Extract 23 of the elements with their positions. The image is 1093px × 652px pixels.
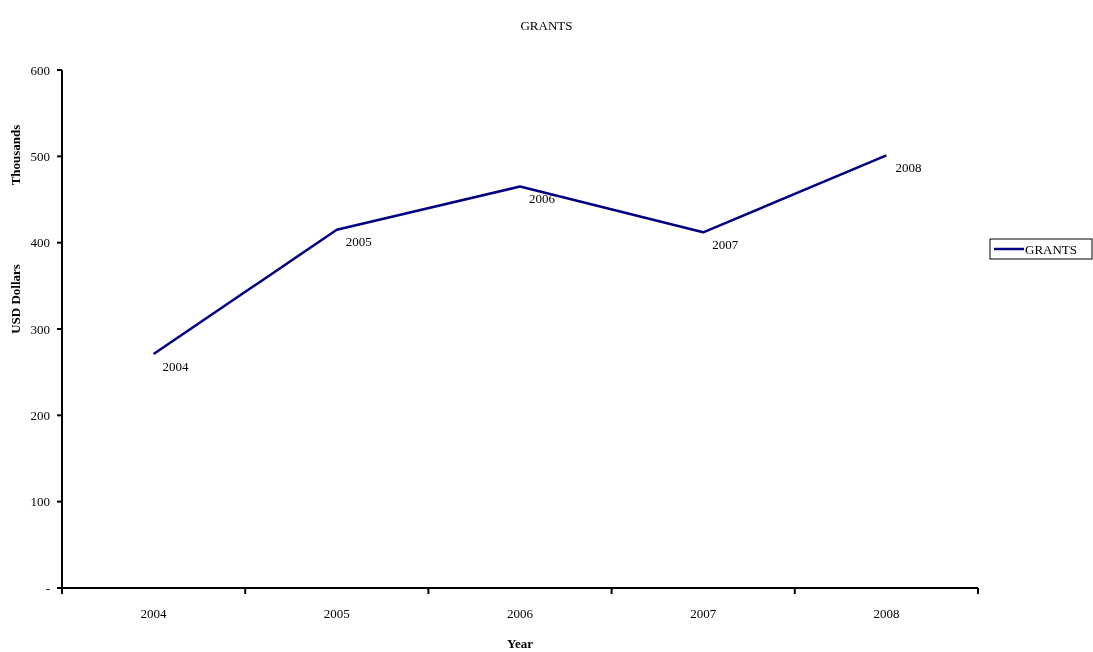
y-tick-label: 200 xyxy=(30,407,50,423)
x-tick-label: 2007 xyxy=(690,606,717,621)
annotation: 2005 xyxy=(345,234,372,250)
y-tick-label: 100 xyxy=(30,494,50,510)
annotation: 2006 xyxy=(529,191,556,207)
x-tick-label: 2005 xyxy=(323,606,350,621)
x-tick-label: 2004 xyxy=(140,606,168,621)
line-series xyxy=(152,154,888,356)
legend-label: GRANTS xyxy=(1025,241,1078,257)
y-tick-label: 600 xyxy=(30,62,50,78)
y-tick-label: 300 xyxy=(30,321,50,337)
y-tick-label: - xyxy=(45,580,50,596)
text: Thousands xyxy=(8,124,23,186)
y-axis-title: USD Dollars xyxy=(8,264,23,334)
x-tick-label: 2006 xyxy=(507,606,534,621)
annotation: 2004 xyxy=(162,358,190,374)
y-tick-label: 500 xyxy=(30,148,50,164)
x-axis-title: Year xyxy=(507,636,534,651)
x-tick-label: 2008 xyxy=(873,606,900,621)
annotation: 2008 xyxy=(895,160,922,176)
annotation: 2007 xyxy=(712,236,739,252)
chart-title: GRANTS xyxy=(520,18,573,33)
y-tick-label: 400 xyxy=(30,235,50,251)
